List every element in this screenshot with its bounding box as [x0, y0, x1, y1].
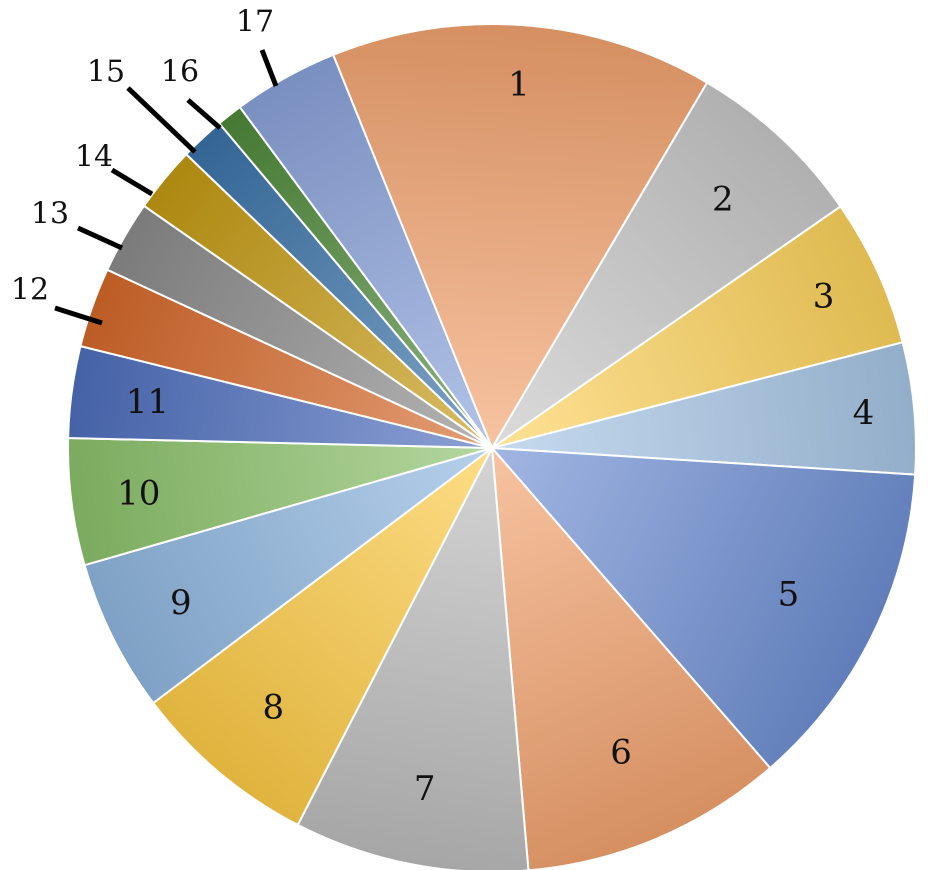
slice-label-3: 3: [813, 276, 835, 316]
pie-slice-2: [491, 81, 842, 449]
slice-label-7: 7: [414, 769, 436, 809]
leader-line-16: [186, 98, 222, 130]
pie-slice-6: [490, 445, 772, 870]
slice-label-2: 2: [712, 179, 734, 219]
slice-label-6: 6: [610, 733, 632, 773]
slice-label-11: 11: [126, 382, 169, 422]
pie-slice-7: [296, 444, 530, 870]
slice-label-17: 17: [236, 5, 274, 40]
pie-slice-3: [491, 205, 904, 449]
leader-line-17: [259, 49, 279, 87]
slice-label-14: 14: [75, 140, 113, 175]
slice-label-4: 4: [853, 393, 875, 433]
pie-slice-9: [83, 447, 493, 705]
pie-slice-1: [331, 23, 709, 451]
leader-line-15: [126, 86, 197, 154]
leader-line-13: [76, 225, 124, 251]
slice-label-13: 13: [31, 197, 69, 232]
slice-label-5: 5: [778, 575, 800, 615]
leader-line-14: [110, 167, 154, 197]
slice-label-1: 1: [508, 64, 530, 104]
slice-label-8: 8: [262, 687, 284, 727]
leader-lines: [54, 49, 279, 326]
slice-label-16: 16: [161, 55, 199, 90]
pie-slice-17: [238, 53, 493, 449]
leader-line-12: [54, 305, 103, 326]
pie-slice-5: [489, 446, 917, 770]
slice-label-9: 9: [170, 583, 192, 623]
slice-label-15: 15: [87, 55, 125, 90]
slice-label-12: 12: [11, 273, 49, 308]
pie-slice-8: [151, 447, 493, 827]
slice-label-10: 10: [117, 474, 160, 514]
pie-slices: [67, 23, 917, 870]
